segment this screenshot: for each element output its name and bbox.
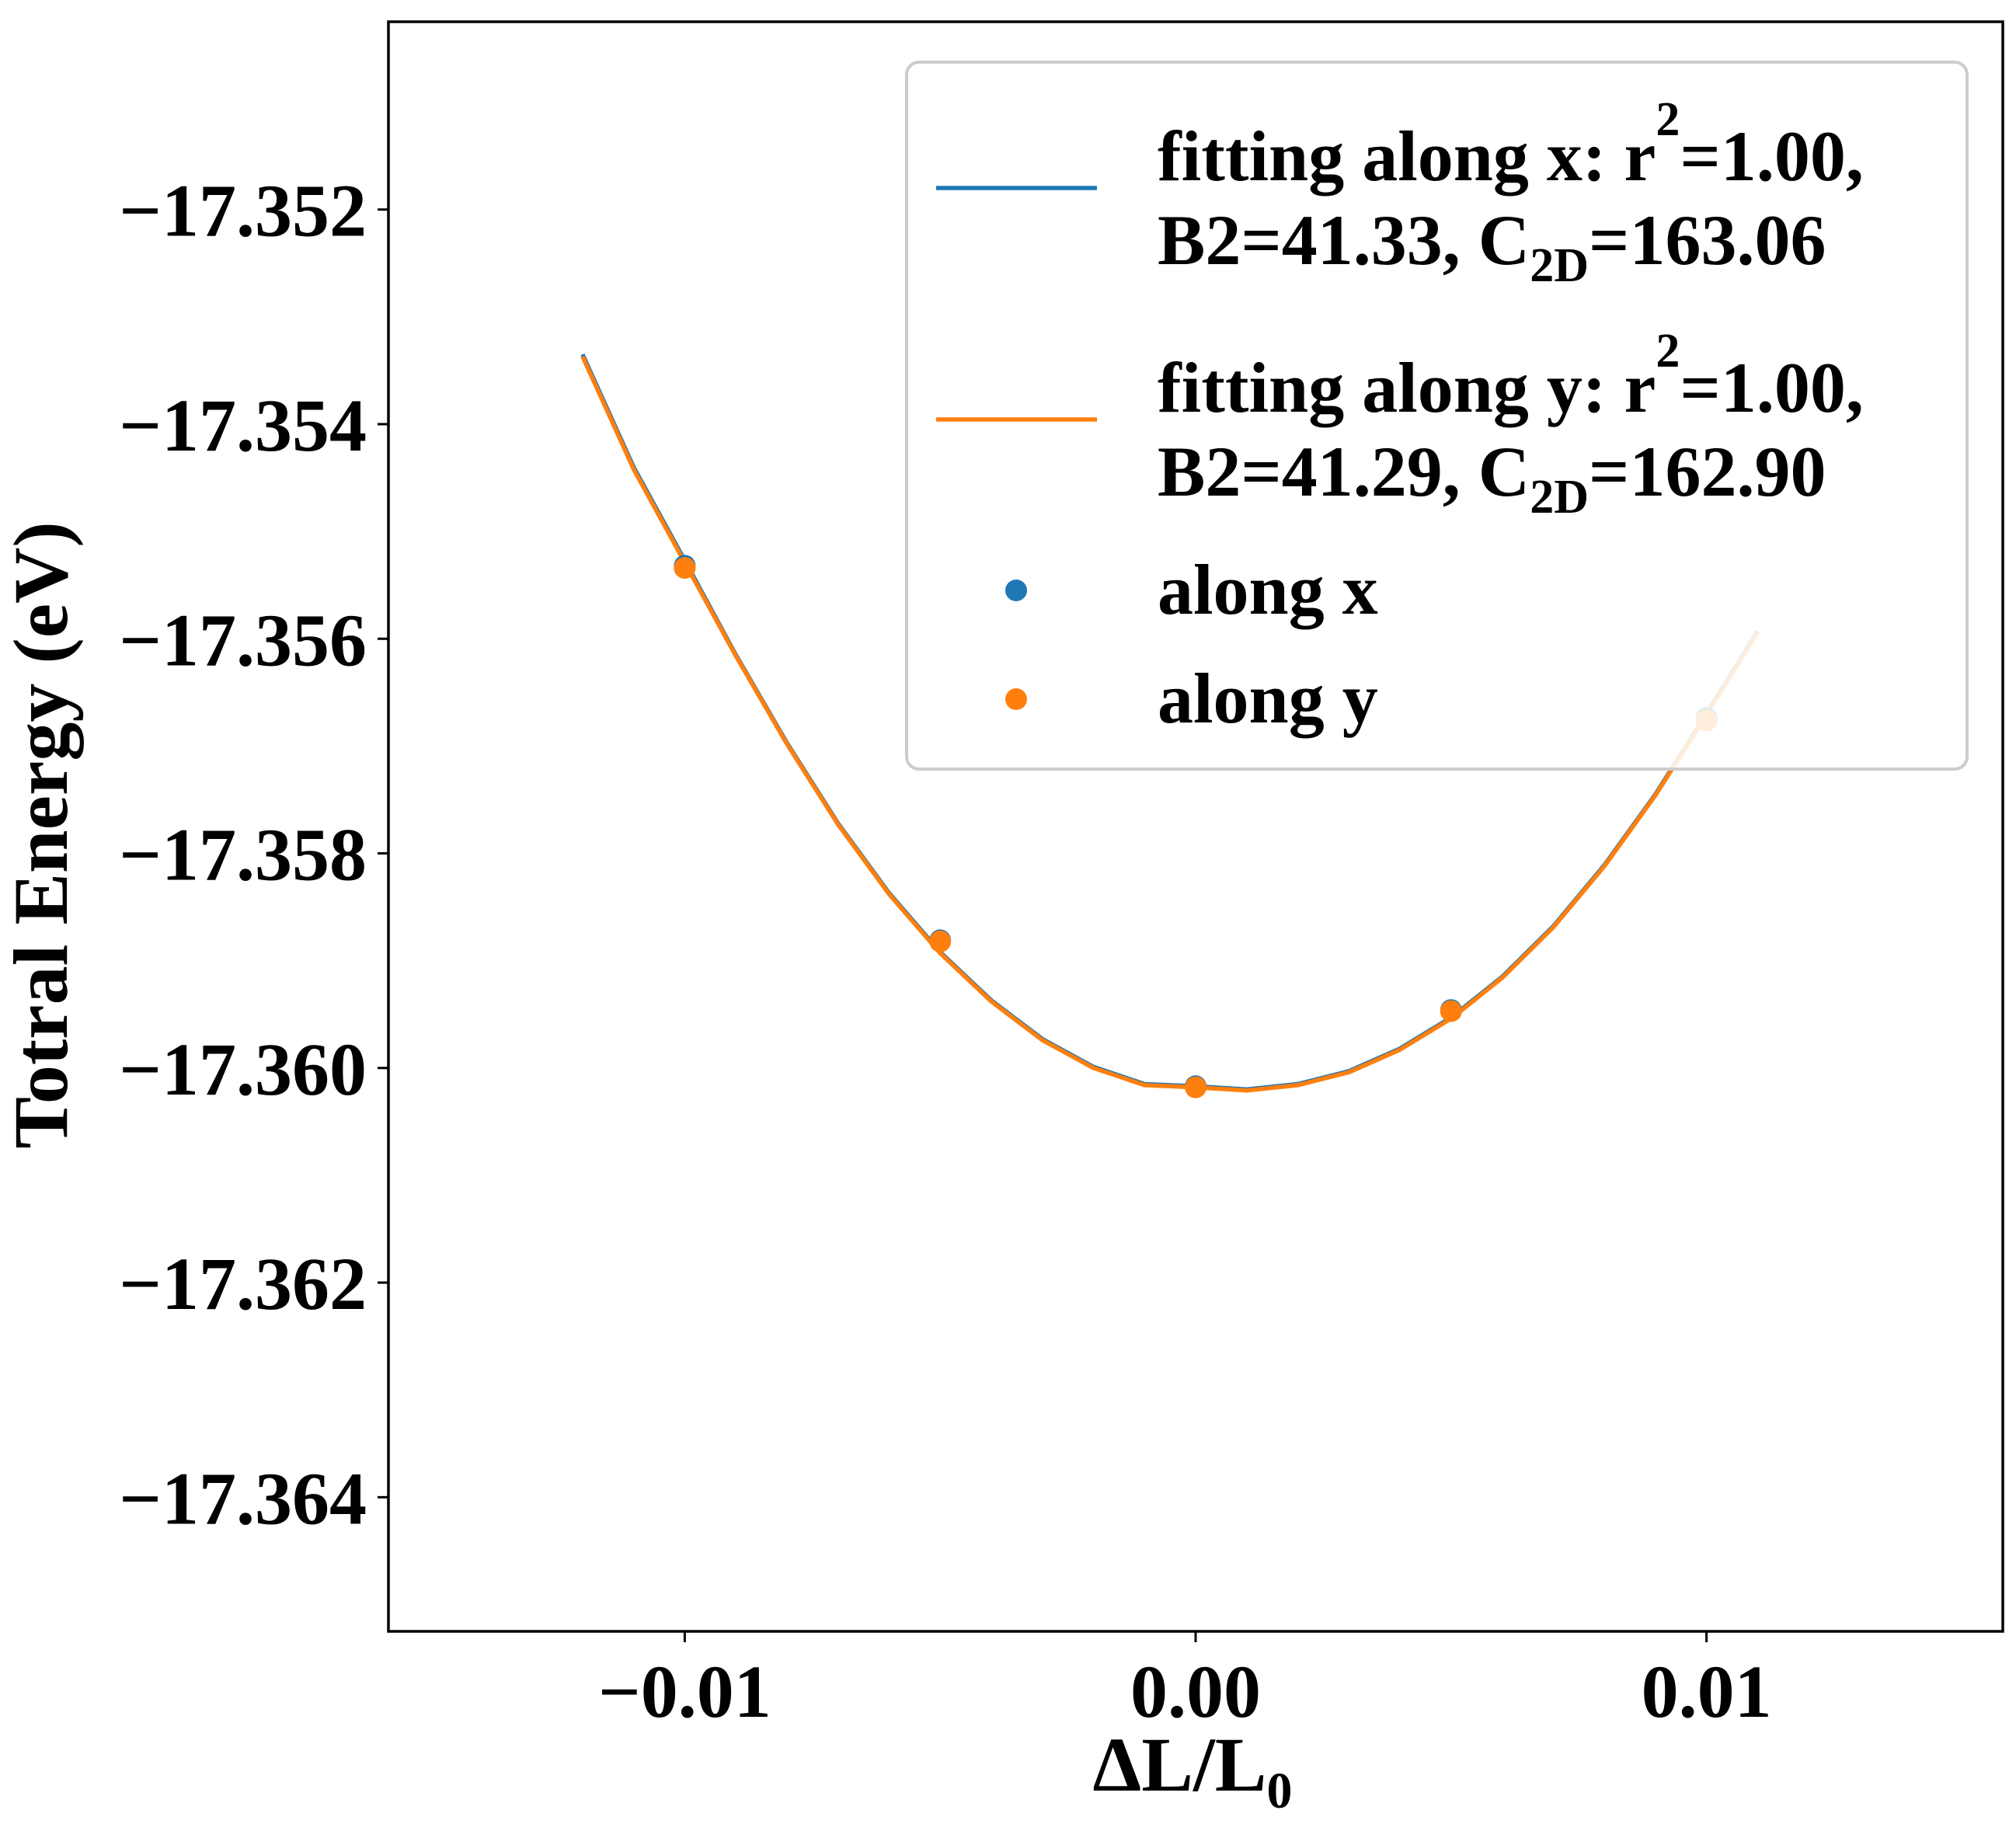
x-tick-label-1: 0.00 <box>1130 1650 1261 1733</box>
legend: fitting along x: r2=1.00, B2=41.33, C2D=… <box>905 61 1969 771</box>
legend-fit-y-line2: B2=41.29, C2D=162.90 <box>1158 432 1826 524</box>
data-point-3-0 <box>674 557 696 580</box>
y-tick-label-0: −17.352 <box>119 169 367 252</box>
fit-curves <box>580 353 1760 1093</box>
legend-fit-y-line1: fitting along y: r2=1.00, <box>1158 325 1864 427</box>
legend-along-x: along x <box>1158 550 1378 629</box>
y-tick-label-5: −17.362 <box>119 1242 367 1325</box>
y-tick-label-3: −17.358 <box>119 813 367 896</box>
legend-marker-along-y <box>1005 688 1027 710</box>
x-tick-label-0: −0.01 <box>598 1650 771 1733</box>
y-tick-label-4: −17.360 <box>119 1028 367 1111</box>
x-tick-label-2: 0.01 <box>1642 1650 1772 1733</box>
data-point-3-3 <box>1440 1000 1462 1022</box>
y-tick-label-6: −17.364 <box>119 1457 367 1540</box>
data-point-3-2 <box>1185 1076 1206 1098</box>
legend-box <box>905 61 1969 771</box>
data-point-3-1 <box>929 930 952 952</box>
legend-marker-along-x <box>1005 580 1027 601</box>
legend-fit-x-line2: B2=41.33, C2D=163.06 <box>1158 200 1826 292</box>
legend-along-y: along y <box>1158 659 1378 738</box>
fit-line-1 <box>580 355 1760 1093</box>
x-axis-ticks: −0.01 0.00 0.01 <box>598 1631 1772 1733</box>
y-axis-label: Totral Energy (eV) <box>0 521 84 1148</box>
x-axis-label-subscript: 0 <box>1266 1763 1292 1819</box>
x-axis-label: ΔL/L0 <box>1093 1721 1293 1819</box>
x-axis-label-main: ΔL/L <box>1093 1721 1267 1808</box>
legend-fit-x-line1: fitting along x: r2=1.00, <box>1158 93 1864 196</box>
y-tick-label-2: −17.356 <box>119 598 367 681</box>
y-axis-ticks: −17.352 −17.354 −17.356 −17.358 −17.360 −17.3… <box>119 169 388 1540</box>
y-tick-label-1: −17.354 <box>119 384 367 467</box>
